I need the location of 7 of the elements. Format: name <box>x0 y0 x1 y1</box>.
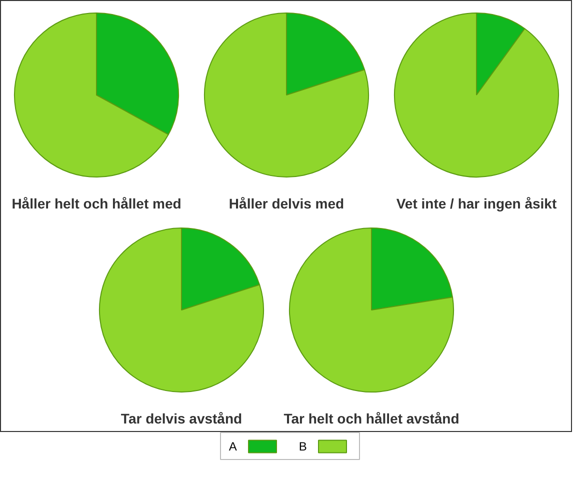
text: Håller delvis med <box>228 196 344 212</box>
text: Håller helt och hållet med <box>12 196 182 212</box>
legend-label: B <box>298 440 307 454</box>
text: Tar delvis avstånd <box>120 410 242 426</box>
text: Vet inte / har ingen åsikt <box>396 196 557 212</box>
legend-label: A <box>228 440 237 454</box>
text: Tar helt och hållet avstånd <box>284 410 460 426</box>
